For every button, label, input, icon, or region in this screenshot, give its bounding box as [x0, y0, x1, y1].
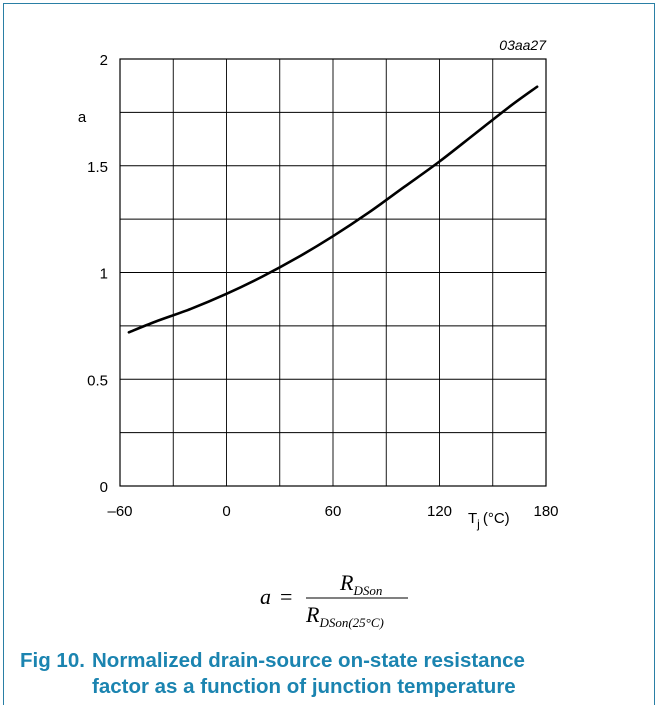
formula-equals: =	[280, 584, 292, 609]
formula-numerator-main: R	[339, 570, 354, 595]
x-axis-label-sub: j	[476, 517, 480, 531]
formula-denominator-sub: DSon(25°C)	[318, 615, 383, 630]
caption-line-1: Normalized drain-source on-state resista…	[92, 649, 525, 672]
y-tick-label: 0	[100, 479, 108, 496]
grid	[120, 59, 546, 486]
x-tick-label: –60	[107, 503, 132, 520]
formula: a = RDSon RDSon(25°C)	[260, 570, 408, 630]
formula-lhs: a	[260, 584, 271, 609]
formula-numerator-sub: DSon	[352, 583, 382, 598]
figure-caption: Fig 10. Normalized drain-source on-state …	[20, 648, 640, 700]
x-axis-label-main: T	[468, 510, 477, 527]
x-axis-label: Tj (°C)	[468, 510, 510, 531]
plot-border	[119, 58, 547, 487]
y-tick-label: 0.5	[87, 372, 108, 389]
figure-code: 03aa27	[499, 37, 547, 53]
x-tick-label: 60	[325, 503, 342, 520]
x-tick-label: 180	[533, 503, 558, 520]
figure-number: Fig 10.	[20, 649, 85, 672]
formula-numerator: RDSon	[339, 570, 382, 598]
chart: –60 0 60 120 180 0 0.5 1 1.5 2 03aa27 a Tj (°C)	[78, 37, 559, 531]
figure-frame	[3, 3, 655, 705]
x-tick-labels: –60 0 60 120 180	[107, 503, 558, 520]
y-tick-label: 1	[100, 266, 108, 283]
series-line	[127, 85, 539, 334]
x-axis-label-unit: (°C)	[483, 510, 510, 527]
y-tick-label: 1.5	[87, 159, 108, 176]
y-tick-label: 2	[100, 52, 108, 69]
caption-line-2: factor as a function of junction tempera…	[92, 675, 516, 698]
formula-denominator: RDSon(25°C)	[305, 602, 384, 630]
x-tick-label: 0	[222, 503, 230, 520]
x-tick-label: 120	[427, 503, 452, 520]
formula-denominator-main: R	[305, 602, 320, 627]
y-tick-labels: 0 0.5 1 1.5 2	[87, 52, 108, 496]
y-axis-label: a	[78, 109, 87, 126]
